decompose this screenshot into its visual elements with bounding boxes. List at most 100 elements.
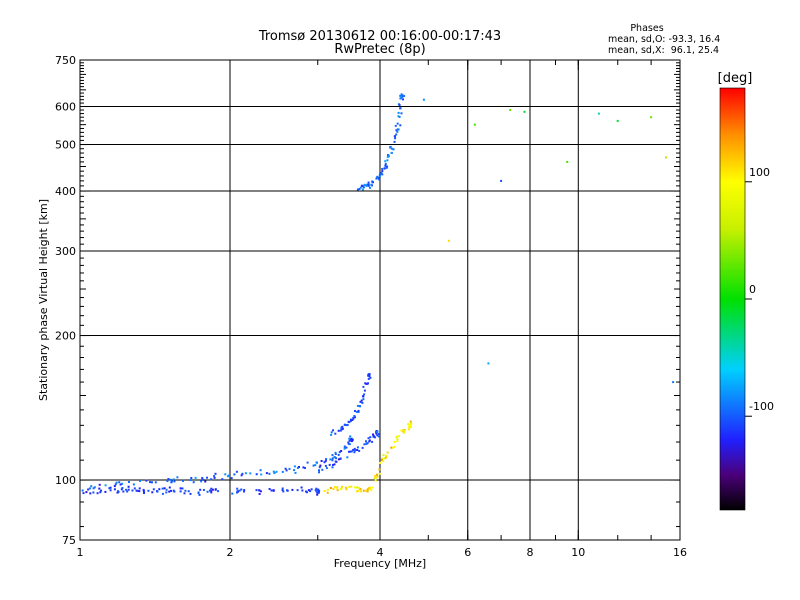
data-point [93, 486, 96, 489]
y-tick-label: 200 [55, 330, 76, 343]
data-point [389, 146, 392, 149]
data-point [365, 440, 367, 443]
x-tick-label: 6 [464, 546, 471, 559]
data-point [362, 385, 365, 388]
data-point [367, 374, 370, 377]
data-point [400, 112, 403, 115]
data-point [378, 462, 381, 464]
data-point [331, 454, 334, 457]
data-point [351, 439, 354, 442]
data-point [367, 437, 370, 440]
data-point [143, 492, 145, 494]
data-point [330, 431, 333, 434]
data-point [213, 475, 216, 478]
data-point [268, 488, 271, 490]
data-point [365, 184, 368, 187]
data-point [324, 459, 327, 462]
data-point [360, 184, 363, 187]
data-point [324, 464, 327, 467]
data-point [364, 184, 367, 187]
data-point [169, 478, 172, 481]
data-point [360, 490, 362, 493]
data-point [275, 470, 278, 473]
data-point [341, 427, 344, 430]
data-point [338, 451, 341, 454]
data-point [390, 152, 393, 154]
data-point [409, 423, 412, 426]
grid [80, 60, 680, 540]
data-point [306, 461, 309, 464]
data-point [109, 486, 112, 489]
data-point [365, 382, 368, 385]
data-point [114, 483, 117, 486]
data-point [135, 489, 138, 492]
data-point [332, 488, 335, 490]
x-axis: 1 2 4 6 8 10 16 [77, 60, 687, 559]
data-point [390, 147, 393, 150]
data-point [378, 173, 381, 176]
data-point [337, 458, 340, 461]
data-point [337, 429, 340, 432]
data-point [349, 418, 352, 421]
data-point [281, 470, 284, 473]
data-point [132, 483, 135, 486]
data-point [176, 476, 179, 479]
data-point [316, 461, 318, 464]
data-point [334, 432, 337, 435]
data-point [349, 435, 352, 438]
y-tick-label: 75 [62, 534, 76, 547]
data-point [88, 487, 91, 490]
data-point [151, 491, 154, 494]
data-point [359, 186, 362, 189]
data-point [181, 487, 184, 490]
data-point [350, 438, 353, 441]
data-point [366, 490, 369, 493]
data-point [376, 434, 379, 437]
data-point [348, 437, 351, 440]
data-point [300, 486, 303, 489]
data-point [119, 483, 122, 486]
data-point [241, 472, 244, 475]
data-point [339, 458, 342, 460]
y-tick-label: 300 [55, 245, 76, 258]
data-point [259, 490, 262, 493]
data-point [358, 486, 361, 489]
data-point [348, 439, 351, 442]
data-point [369, 436, 372, 439]
y-tick-label: 100 [55, 474, 76, 487]
data-point [202, 489, 205, 491]
data-point [407, 423, 410, 426]
data-point [353, 447, 356, 450]
data-point [317, 488, 320, 491]
data-point [400, 429, 403, 432]
data-point [210, 487, 213, 490]
data-point [399, 107, 402, 110]
data-point [365, 442, 368, 445]
data-point [273, 472, 276, 475]
data-point [361, 188, 364, 191]
title-block: Tromsø 20130612 00:16:00-00:17:43 RwPret… [258, 29, 501, 57]
data-point [138, 487, 141, 490]
data-point [187, 490, 190, 493]
data-point [255, 473, 258, 476]
data-point [302, 466, 305, 469]
data-point [368, 375, 371, 378]
data-point [371, 440, 374, 443]
data-point [170, 489, 172, 492]
data-point [391, 446, 394, 449]
data-point [367, 377, 370, 380]
data-point [281, 489, 284, 491]
data-point [393, 140, 396, 143]
data-point [354, 410, 356, 412]
data-point [168, 490, 171, 493]
data-point [96, 492, 99, 495]
data-point [375, 432, 378, 435]
data-point [509, 109, 512, 111]
data-point [384, 162, 387, 165]
data-point [180, 487, 183, 490]
data-point [108, 487, 111, 490]
data-point [149, 481, 151, 484]
data-point [333, 463, 336, 466]
data-point [347, 442, 350, 445]
data-point [142, 490, 145, 492]
